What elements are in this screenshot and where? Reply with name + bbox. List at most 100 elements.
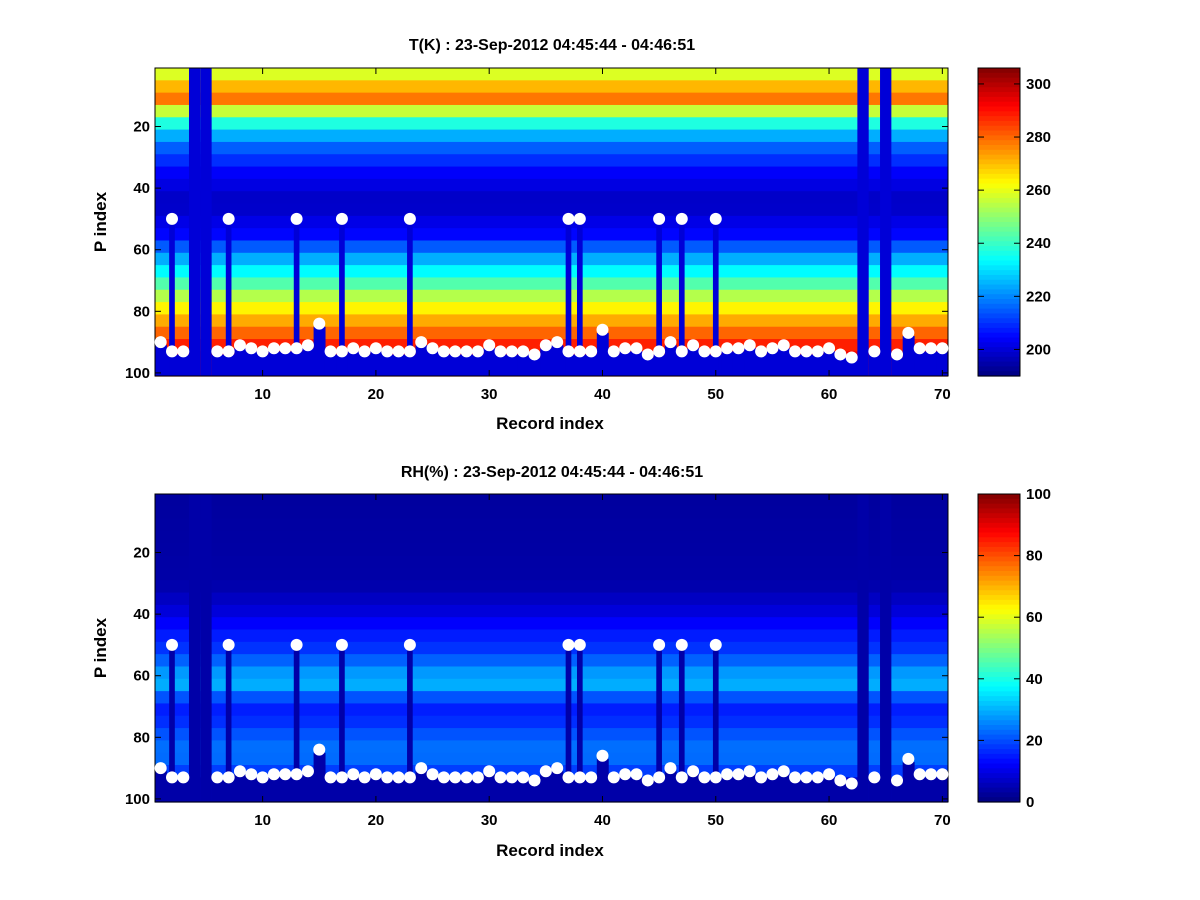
surface-marker	[245, 768, 258, 781]
surface-marker	[675, 771, 688, 784]
colorbar-segment	[978, 332, 1020, 339]
surface-marker	[845, 351, 858, 364]
colorbar-segment	[978, 575, 1020, 582]
masked-cell	[155, 345, 167, 376]
colorbar-tick-label: 40	[1026, 671, 1043, 688]
colorbar-segment	[978, 715, 1020, 721]
x-tick-label: 30	[481, 812, 498, 829]
missing-column	[880, 494, 892, 802]
masked-cell	[415, 771, 428, 802]
x-tick-label: 50	[707, 386, 724, 403]
humidity-plot-frame	[154, 493, 949, 803]
x-tick-label: 50	[707, 812, 724, 829]
colorbar-segment	[978, 356, 1020, 363]
colorbar-segment	[978, 265, 1020, 271]
surface-marker	[721, 342, 734, 355]
masked-cell	[528, 357, 541, 376]
surface-marker	[732, 342, 745, 355]
colorbar-segment	[978, 327, 1020, 334]
colorbar-segment	[978, 347, 1020, 353]
masked-cell	[279, 777, 292, 802]
masked-cell	[834, 357, 847, 376]
surface-marker	[573, 771, 586, 784]
colorbar-segment	[978, 96, 1020, 103]
humidity-heatmap	[155, 494, 948, 803]
heatmap-band	[155, 678, 948, 692]
heatmap-band	[155, 555, 948, 569]
colorbar-segment	[978, 318, 1020, 324]
surface-marker	[528, 774, 541, 787]
surface-marker	[653, 345, 666, 358]
colorbar-segment	[978, 279, 1020, 286]
colorbar-tick-label: 80	[1026, 548, 1043, 565]
surface-marker	[211, 771, 224, 784]
masked-cell	[914, 351, 926, 376]
missing-column	[857, 68, 869, 376]
temperature-y-ticks: 20 40 60 80 100	[125, 119, 948, 382]
colorbar-segment	[978, 371, 1020, 377]
colorbar-segment	[978, 212, 1020, 218]
masked-cell	[324, 354, 337, 376]
colorbar-segment	[978, 159, 1020, 165]
surface-marker	[347, 768, 360, 781]
surface-marker	[823, 342, 836, 355]
colorbar-segment	[978, 92, 1020, 98]
colorbar-tick-label: 240	[1026, 235, 1051, 252]
masked-cell	[744, 774, 757, 802]
colorbar-segment	[978, 667, 1020, 673]
masked-cell	[778, 348, 790, 376]
surface-marker	[313, 317, 326, 330]
masked-cell	[438, 354, 451, 376]
surface-marker	[766, 342, 779, 355]
heatmap-band	[155, 666, 948, 680]
masked-cell	[426, 351, 439, 376]
colorbar-tick-label: 220	[1026, 288, 1051, 305]
surface-marker	[619, 342, 632, 355]
x-tick-label: 40	[594, 386, 611, 403]
y-tick-label: 20	[133, 119, 150, 136]
humidity-ylabel: P index	[91, 617, 110, 678]
upper-marker	[562, 638, 575, 651]
temperature-colorbar-ticks: 200 220 240 260 280 300	[978, 76, 1051, 358]
surface-marker	[664, 336, 677, 349]
heatmap-band	[155, 728, 948, 741]
surface-marker	[369, 342, 382, 355]
masked-cell	[619, 777, 632, 802]
x-tick-label: 10	[254, 812, 271, 829]
heatmap-band	[155, 592, 948, 606]
x-tick-label: 10	[254, 386, 271, 403]
colorbar-segment	[978, 342, 1020, 348]
masked-cell	[585, 780, 598, 802]
masked-column	[225, 218, 232, 376]
heatmap-band	[155, 580, 948, 594]
heatmap-band	[155, 117, 948, 131]
surface-marker	[324, 345, 337, 358]
masked-cell	[755, 354, 768, 376]
masked-cell	[460, 780, 473, 802]
colorbar-segment	[978, 366, 1020, 372]
colorbar-segment	[978, 101, 1020, 108]
surface-marker	[313, 743, 326, 756]
surface-marker	[426, 768, 439, 781]
masked-cell	[370, 777, 383, 802]
missing-column	[188, 494, 201, 802]
masked-cell	[902, 335, 915, 376]
colorbar-segment	[978, 619, 1020, 625]
colorbar-segment	[978, 303, 1020, 310]
colorbar-segment	[978, 768, 1020, 774]
masked-cell	[687, 774, 700, 802]
colorbar-segment	[978, 590, 1020, 596]
surface-marker	[811, 771, 824, 784]
upper-marker	[653, 638, 666, 651]
colorbar-segment	[978, 217, 1020, 223]
surface-marker	[154, 762, 167, 775]
masked-column	[407, 218, 413, 376]
colorbar-segment	[978, 294, 1020, 300]
colorbar-segment	[978, 787, 1020, 793]
colorbar-segment	[978, 77, 1020, 84]
masked-cell	[721, 351, 734, 376]
colorbar-segment	[978, 700, 1020, 707]
x-tick-label: 60	[821, 812, 838, 829]
masked-cell	[630, 777, 643, 802]
